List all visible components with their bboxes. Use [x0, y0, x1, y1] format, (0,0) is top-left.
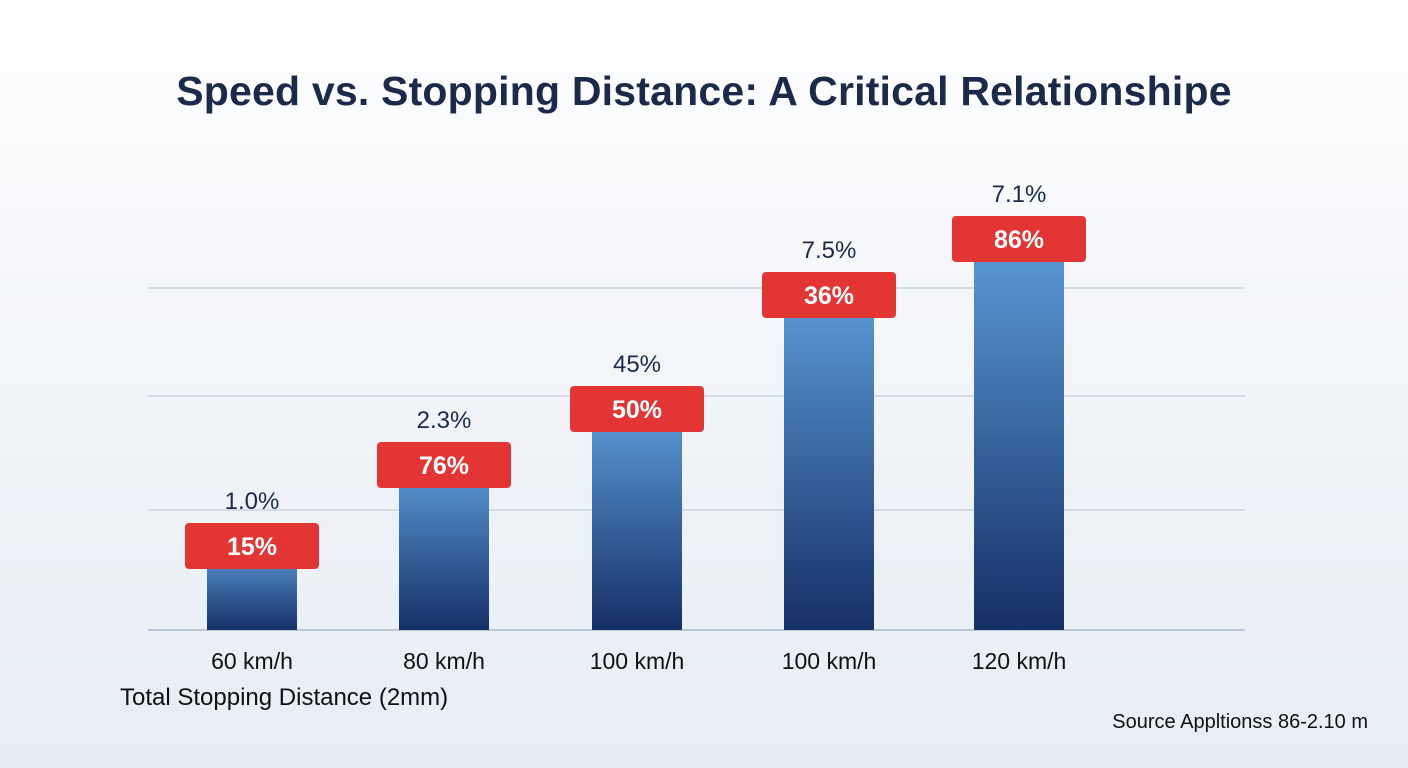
badge — [570, 386, 704, 432]
badge — [377, 442, 511, 488]
badge-label: 86% — [994, 226, 1044, 254]
top-label: 1.0% — [225, 488, 280, 515]
badge-label: 15% — [227, 533, 277, 561]
badge — [762, 272, 896, 318]
category-label: 100 km/h — [782, 648, 877, 674]
bar — [592, 409, 682, 630]
badge — [185, 523, 319, 569]
badge-label: 76% — [419, 452, 469, 480]
category-label: 80 km/h — [403, 648, 485, 674]
badge-label: 36% — [804, 282, 854, 310]
source-note: Source Appltionss 86-2.10 m — [1112, 711, 1368, 733]
bars — [207, 239, 1064, 630]
chart-title: Speed vs. Stopping Distance: A Critical … — [176, 68, 1232, 114]
bar-labels: 15% 1.0% 60 km/h 76% 2.3% 80 km/h 50% 45% 100 km… — [185, 181, 1086, 674]
badge-label: 50% — [612, 396, 662, 424]
bar — [784, 295, 874, 630]
grid-lines — [148, 287, 1245, 631]
x-axis-label: Total Stopping Distance (2mm) — [120, 684, 449, 711]
top-label: 7.5% — [802, 237, 857, 264]
category-label: 100 km/h — [590, 648, 685, 674]
top-label: 7.1% — [992, 181, 1047, 208]
top-label: 45% — [613, 351, 661, 378]
category-label: 120 km/h — [972, 648, 1067, 674]
category-label: 60 km/h — [211, 648, 293, 674]
top-label: 2.3% — [417, 407, 472, 434]
bar — [399, 465, 489, 630]
bar — [974, 239, 1064, 630]
badge — [952, 216, 1086, 262]
